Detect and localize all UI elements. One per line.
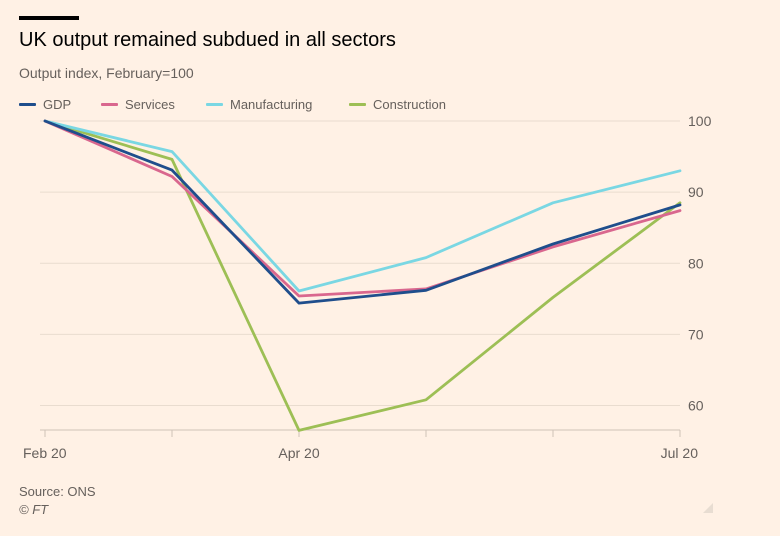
legend-item-construction: Construction [349, 97, 446, 112]
legend-swatch-manufacturing [206, 103, 223, 106]
chart-title: UK output remained subdued in all sector… [19, 29, 396, 51]
legend-label-services: Services [125, 97, 175, 112]
legend-item-gdp: GDP [19, 97, 71, 112]
series-line-manufacturing [43, 119, 682, 293]
legend-item-services: Services [101, 97, 175, 112]
legend-swatch-gdp [19, 103, 36, 106]
legend-label-construction: Construction [373, 97, 446, 112]
y-tick-label: 80 [688, 255, 704, 271]
chart-subtitle: Output index, February=100 [19, 65, 194, 81]
y-tick-label: 90 [688, 184, 704, 200]
legend-swatch-services [101, 103, 118, 106]
legend-label-gdp: GDP [43, 97, 72, 112]
x-tick-label: Feb 20 [23, 445, 67, 461]
legend-label-manufacturing: Manufacturing [230, 97, 313, 112]
x-tick-label: Jul 20 [661, 445, 699, 461]
series-line-services [43, 119, 682, 298]
resize-corner-icon [703, 503, 713, 513]
legend-item-manufacturing: Manufacturing [206, 97, 312, 112]
brand-bar [19, 16, 79, 20]
source-note: Source: ONS [19, 484, 96, 499]
legend-swatch-construction [349, 103, 366, 106]
series-line-gdp [43, 119, 682, 305]
y-tick-label: 100 [688, 113, 712, 129]
x-tick-label: Apr 20 [278, 445, 319, 461]
y-tick-label: 60 [688, 398, 704, 414]
series-line-construction [43, 119, 682, 432]
y-tick-label: 70 [688, 326, 704, 342]
copyright-note: © FT [19, 502, 49, 517]
